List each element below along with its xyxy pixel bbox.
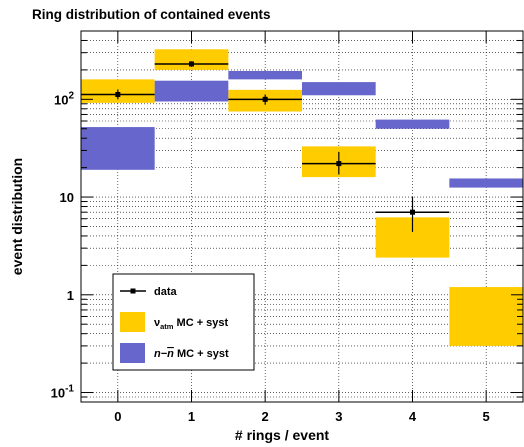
x-axis-label: # rings / event bbox=[235, 427, 329, 443]
band-bar-1-x3 bbox=[302, 82, 376, 96]
x-tick-label: 0 bbox=[114, 409, 121, 424]
data-point-marker bbox=[410, 209, 415, 215]
data-point-marker bbox=[189, 61, 194, 67]
band-bar-1-x4 bbox=[375, 119, 450, 129]
legend-label: νatm MC + syst bbox=[154, 317, 229, 331]
band-bar-1-x0 bbox=[81, 127, 155, 170]
plot-frame bbox=[80, 30, 524, 403]
data-points bbox=[81, 61, 450, 232]
band-bar-1-x2 bbox=[228, 70, 302, 80]
x-tick-label: 4 bbox=[409, 409, 417, 424]
chart-title: Ring distribution of contained events bbox=[32, 7, 271, 22]
y-axis-label: event distribution bbox=[9, 158, 25, 275]
x-tick-label: 3 bbox=[335, 409, 342, 424]
band-bar-1-x1 bbox=[154, 80, 229, 102]
band-bar-0-x5 bbox=[449, 287, 523, 346]
legend-label: data bbox=[154, 286, 178, 298]
legend-swatch bbox=[120, 343, 145, 363]
y-tick-label: 1 bbox=[67, 288, 74, 303]
y-tick-label: 10 bbox=[60, 190, 74, 205]
x-tick-label: 1 bbox=[188, 409, 195, 424]
x-tick-label: 5 bbox=[483, 409, 490, 424]
axes: 10-1 1 10 102 0 1 2 3 4 5 bbox=[51, 30, 523, 424]
data-point-marker bbox=[336, 161, 342, 167]
legend-label: n−n MC + syst bbox=[154, 348, 229, 360]
band-bar-0-x1 bbox=[154, 49, 229, 70]
x-tick-label: 2 bbox=[262, 409, 269, 424]
band-bar-1-x5 bbox=[449, 178, 523, 188]
data-point-marker bbox=[262, 96, 268, 102]
legend-swatch bbox=[120, 312, 145, 332]
data-point-marker bbox=[115, 92, 121, 98]
y-tick-label: 10-1 bbox=[51, 384, 75, 401]
legend-data-marker bbox=[130, 288, 136, 294]
y-tick-label: 102 bbox=[54, 90, 74, 107]
legend: data νatm MC + syst n−n MC + syst bbox=[112, 273, 255, 371]
